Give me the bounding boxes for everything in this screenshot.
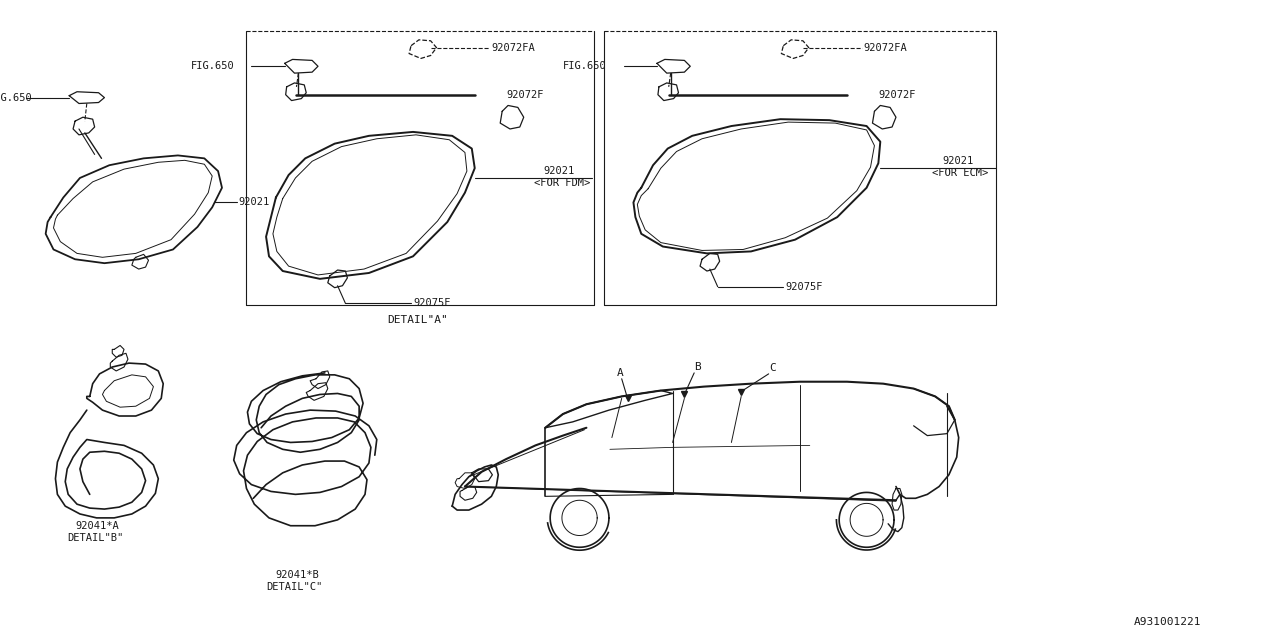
Text: FIG.650: FIG.650 — [0, 93, 32, 102]
Text: 92021: 92021 — [543, 166, 575, 176]
Text: 92072FA: 92072FA — [864, 43, 908, 52]
Text: A: A — [617, 368, 623, 378]
Text: <FOR ECM>: <FOR ECM> — [932, 168, 988, 178]
Text: 92021: 92021 — [238, 198, 270, 207]
Text: 92072F: 92072F — [878, 90, 916, 100]
Text: 92041*B: 92041*B — [276, 570, 320, 580]
Text: B: B — [694, 362, 700, 372]
Text: FIG.650: FIG.650 — [563, 61, 607, 71]
Text: 92072FA: 92072FA — [492, 43, 535, 52]
Text: FIG.650: FIG.650 — [191, 61, 234, 71]
Text: 92041*A: 92041*A — [76, 521, 119, 531]
Text: 92072F: 92072F — [506, 90, 544, 100]
Text: A931001221: A931001221 — [1134, 617, 1202, 627]
Text: <FOR FDM>: <FOR FDM> — [535, 178, 591, 188]
Text: DETAIL"B": DETAIL"B" — [68, 534, 123, 543]
Text: DETAIL"C": DETAIL"C" — [266, 582, 323, 593]
Text: 92075F: 92075F — [413, 298, 451, 308]
Text: 92075F: 92075F — [786, 282, 823, 292]
Text: 92021: 92021 — [942, 156, 973, 166]
Text: C: C — [769, 363, 776, 373]
Text: DETAIL"A": DETAIL"A" — [388, 315, 448, 325]
